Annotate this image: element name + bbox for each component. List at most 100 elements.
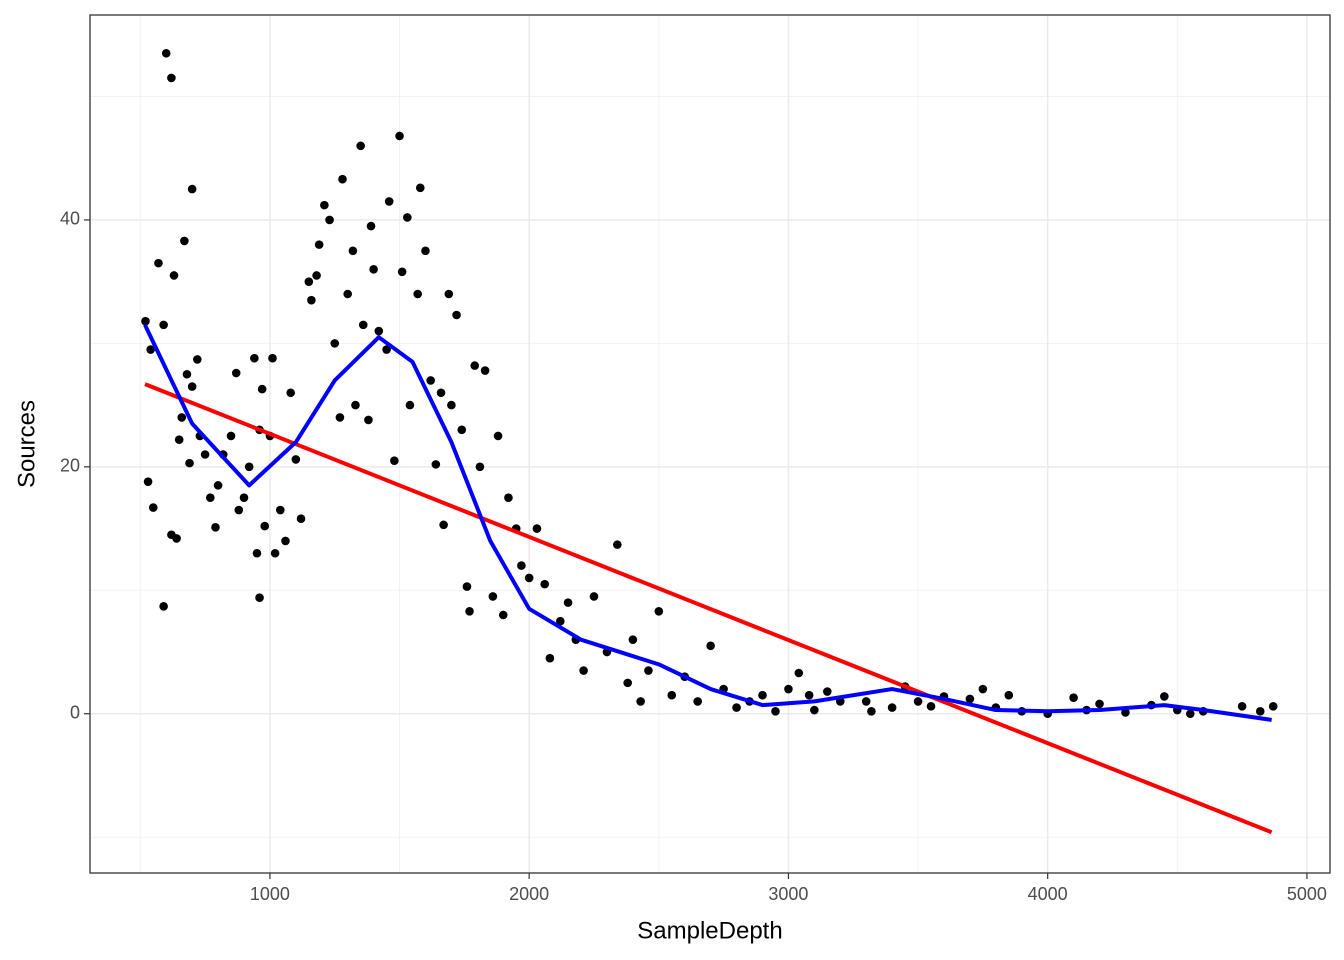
point	[579, 666, 588, 675]
point	[439, 520, 448, 530]
point	[426, 376, 435, 385]
point	[654, 606, 664, 616]
point	[143, 477, 153, 486]
point	[291, 455, 301, 464]
point	[255, 593, 264, 602]
point	[794, 668, 804, 678]
point	[154, 258, 163, 268]
point	[978, 684, 988, 694]
point	[504, 493, 513, 503]
point	[480, 366, 490, 375]
point	[351, 400, 360, 410]
x-tick-label: 4000	[1028, 884, 1068, 904]
point	[182, 369, 192, 379]
point	[307, 295, 316, 305]
point	[436, 388, 446, 398]
point	[613, 540, 622, 549]
point	[141, 316, 150, 326]
point	[465, 606, 474, 616]
point	[667, 690, 677, 700]
point	[524, 573, 534, 583]
point	[384, 197, 394, 206]
point	[231, 368, 241, 378]
point	[257, 384, 267, 394]
point	[498, 610, 508, 620]
point	[397, 267, 407, 277]
point	[325, 215, 334, 225]
point	[823, 687, 832, 696]
point	[771, 706, 780, 716]
point	[395, 131, 404, 141]
point	[403, 213, 412, 222]
point	[861, 697, 871, 706]
point	[926, 702, 936, 711]
point	[369, 265, 378, 274]
point	[172, 534, 181, 543]
point	[415, 183, 425, 193]
point	[1237, 702, 1247, 711]
point	[623, 678, 632, 688]
point	[213, 481, 223, 490]
x-tick-label: 2000	[509, 884, 549, 904]
fit-line	[143, 324, 1272, 722]
point	[286, 388, 295, 398]
point	[226, 431, 236, 441]
point	[148, 503, 158, 512]
point	[447, 400, 456, 410]
x-tick-label: 1000	[250, 884, 290, 904]
y-tick-label: 20	[60, 456, 80, 476]
point	[320, 200, 329, 210]
point	[540, 579, 550, 589]
point	[382, 345, 391, 354]
point	[563, 598, 573, 607]
point	[628, 635, 638, 644]
point	[636, 697, 645, 706]
point	[364, 415, 373, 425]
point	[532, 524, 542, 533]
point	[159, 320, 168, 330]
point	[159, 602, 168, 611]
point	[405, 400, 415, 410]
point	[545, 653, 555, 663]
point	[180, 236, 189, 246]
point	[187, 184, 197, 194]
point	[706, 641, 715, 651]
y-axis-title: Sources	[13, 400, 40, 488]
point	[732, 703, 741, 712]
point	[177, 413, 187, 422]
point	[413, 289, 422, 299]
x-tick-label: 3000	[768, 884, 808, 904]
point	[810, 705, 819, 715]
point	[470, 361, 480, 370]
point	[1121, 708, 1130, 717]
point	[1004, 690, 1014, 700]
point	[887, 703, 897, 712]
point	[348, 246, 358, 256]
point	[187, 382, 197, 391]
point	[193, 355, 202, 364]
point	[366, 221, 376, 231]
point	[304, 277, 314, 286]
point	[268, 353, 277, 363]
point	[421, 246, 430, 256]
point	[462, 582, 472, 591]
point	[804, 690, 814, 700]
point	[167, 73, 176, 83]
point	[444, 289, 454, 299]
point	[260, 521, 270, 531]
x-tick-label: 5000	[1287, 884, 1327, 904]
point	[174, 435, 184, 444]
point	[234, 505, 244, 515]
point	[1069, 693, 1078, 702]
point	[452, 310, 461, 320]
point	[1185, 709, 1195, 719]
point	[252, 548, 262, 558]
point	[644, 666, 653, 675]
point	[457, 425, 467, 435]
point	[343, 289, 352, 299]
point	[335, 413, 345, 422]
point	[244, 462, 254, 472]
point	[161, 48, 171, 58]
point	[296, 514, 306, 523]
